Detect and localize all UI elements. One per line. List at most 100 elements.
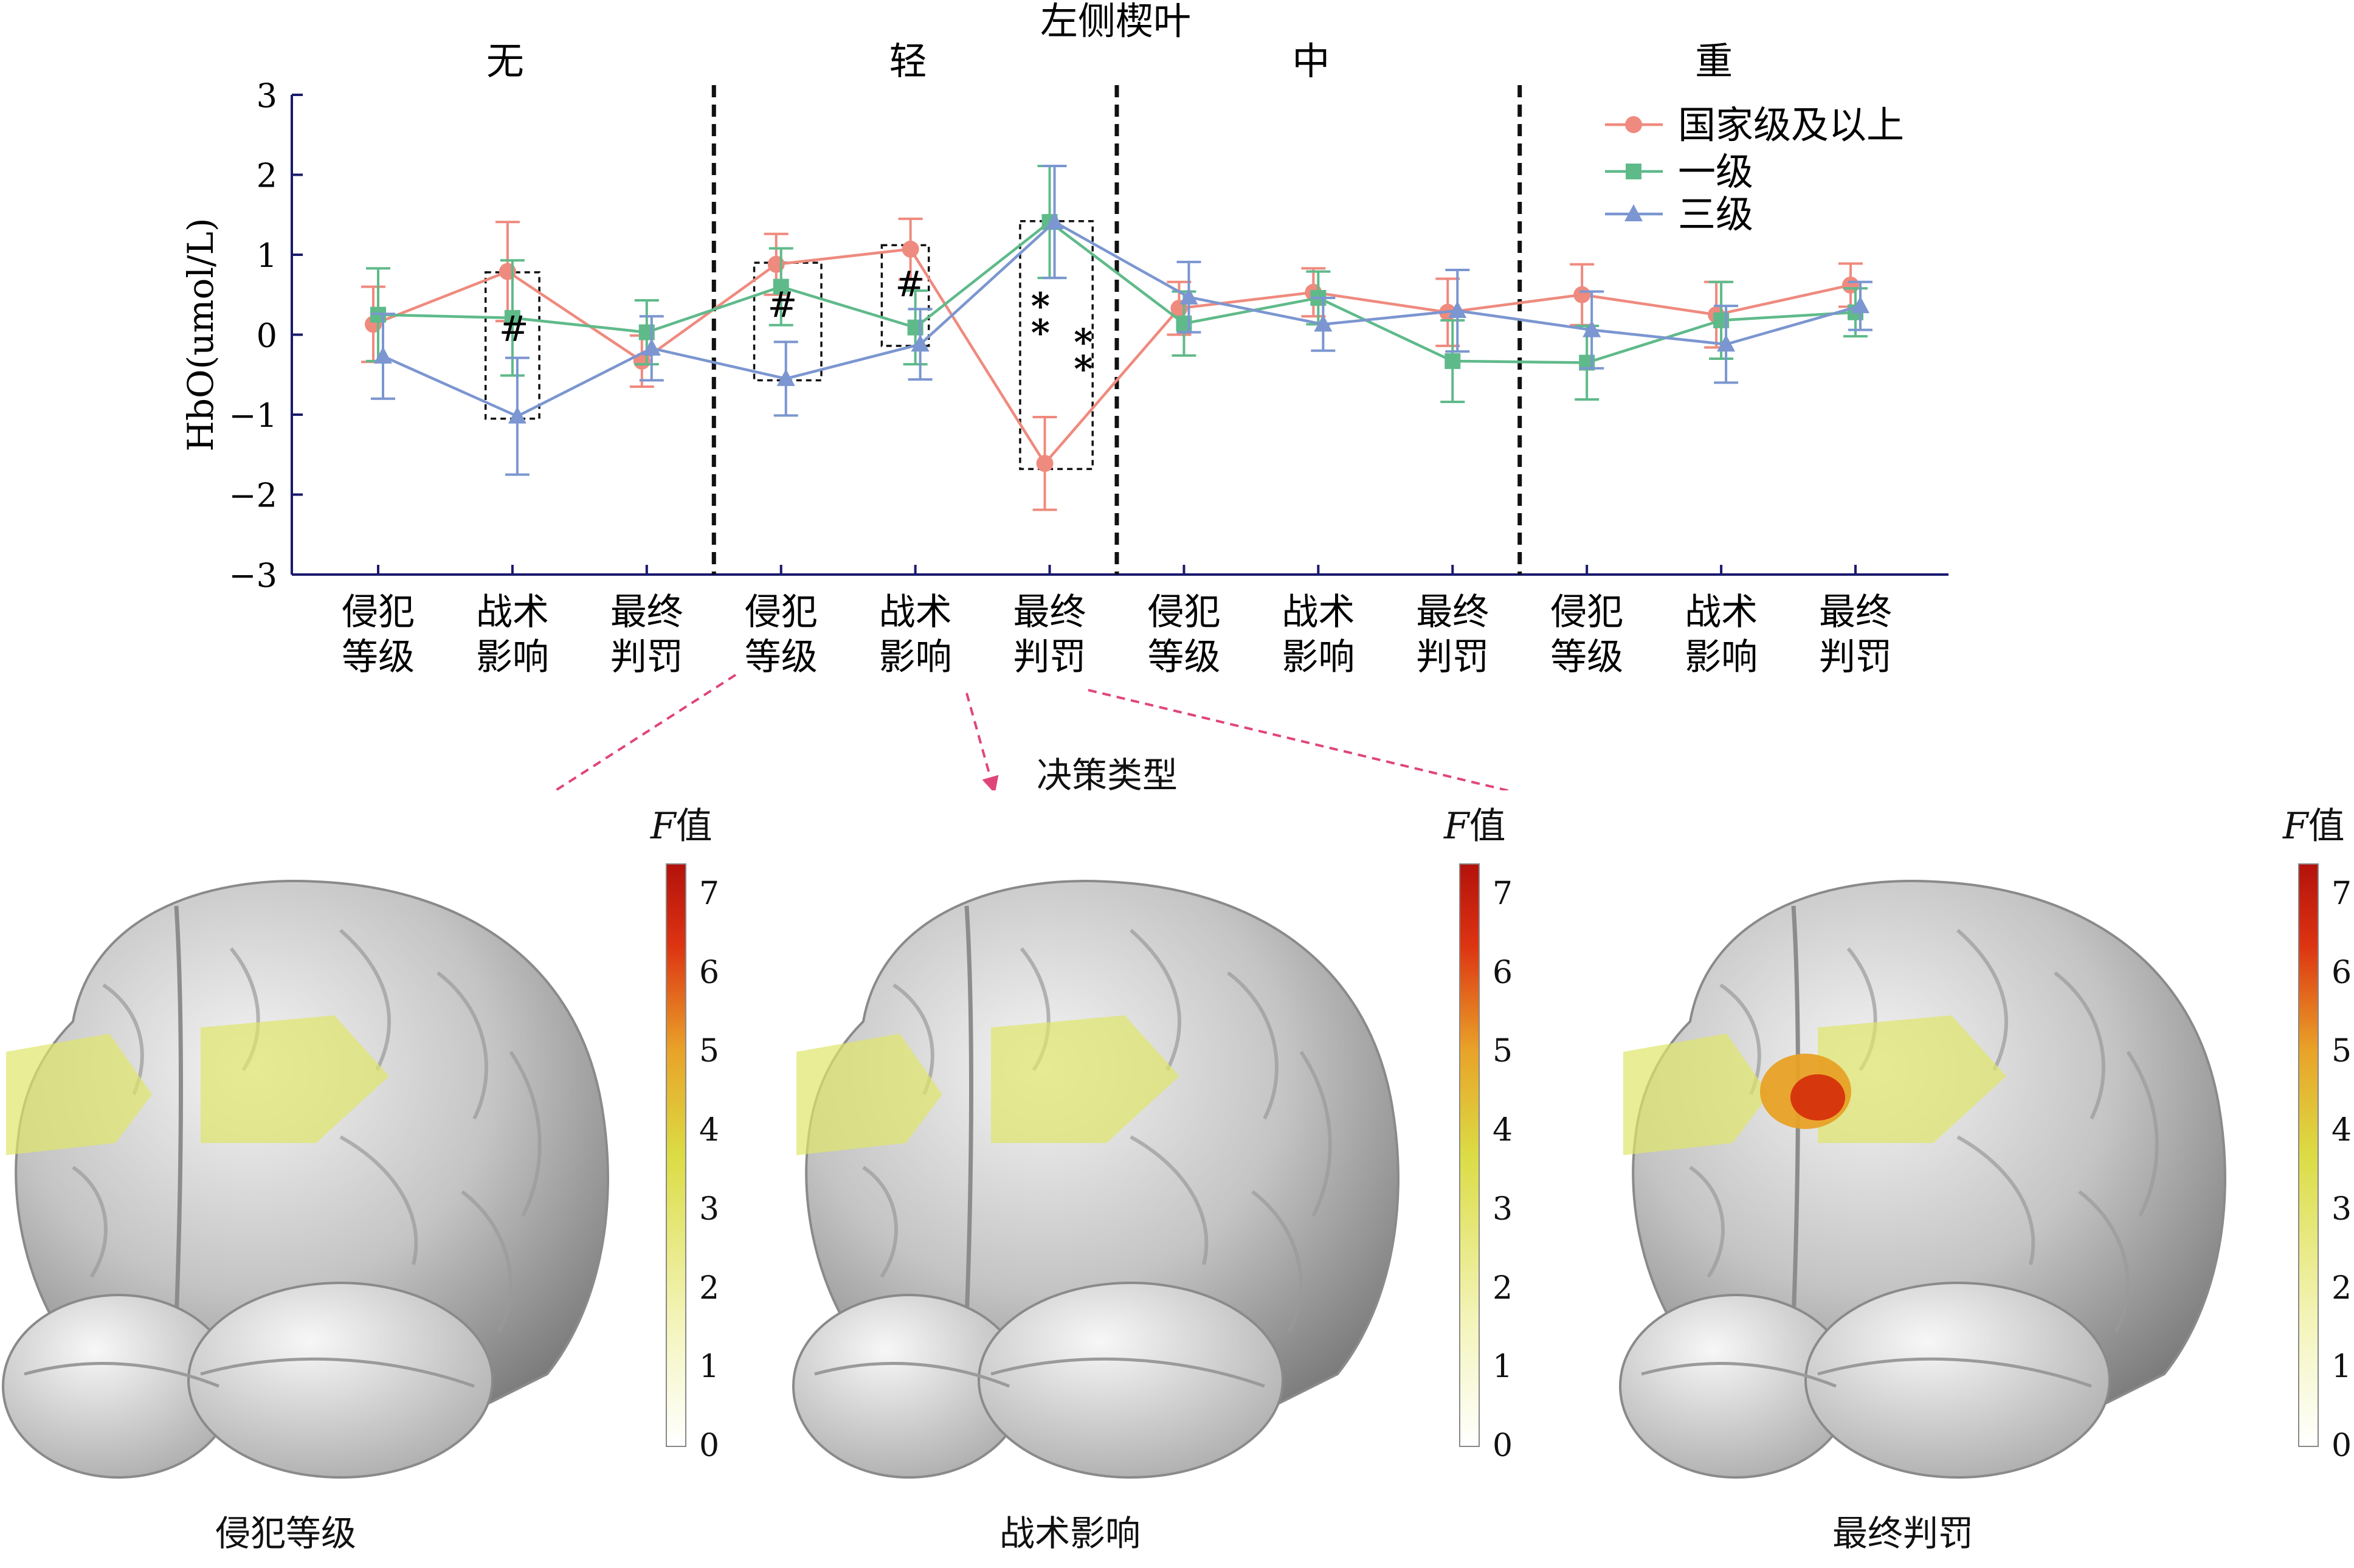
colorbar-tick-label: 5 (2332, 1033, 2352, 1070)
legend-label: 国家级及以上 (1678, 103, 1904, 147)
significance-box (1019, 220, 1094, 471)
legend-label: 三级 (1678, 192, 1753, 237)
group-label: 重 (1695, 39, 1733, 83)
brain-render (1619, 880, 2226, 1479)
significance-mark: * (1031, 312, 1050, 354)
colorbar-tick-label: 2 (1493, 1269, 1513, 1307)
colorbar-title: F值 (1444, 796, 1506, 849)
brain-caption: 最终判罚 (1832, 1513, 1973, 1554)
colorbar-title-suffix: 值 (675, 805, 713, 848)
data-point (902, 240, 919, 258)
colorbar-tick-label: 2 (699, 1269, 720, 1307)
data-point (1179, 287, 1198, 305)
data-point (1583, 320, 1601, 337)
x-tick-label: 最终 (610, 591, 683, 634)
legend-marker (1625, 116, 1642, 133)
data-point (1045, 212, 1064, 230)
significance-mark: # (896, 263, 925, 305)
colorbar-title-variable: F (651, 805, 676, 848)
colorbar (666, 863, 686, 1447)
y-tick-label: 0 (257, 317, 277, 355)
y-tick-label: −3 (229, 556, 277, 595)
data-point (773, 278, 789, 295)
colorbar-tick-label: 7 (2332, 875, 2352, 912)
data-point (508, 406, 526, 424)
colorbar-tick-label: 1 (699, 1349, 720, 1386)
colorbar-title: F值 (2283, 796, 2345, 849)
y-tick-label: 3 (257, 77, 277, 115)
colorbar-tick-label: 5 (1493, 1033, 1513, 1070)
brain-caption: 战术影响 (999, 1513, 1141, 1554)
subtitle-decision-type: 决策类型 (1037, 755, 1178, 796)
brain-caption: 侵犯等级 (215, 1513, 356, 1554)
data-point (776, 368, 795, 386)
colorbar (1459, 863, 1480, 1447)
y-tick-label: 2 (257, 157, 277, 195)
x-tick-label: 战术 (879, 591, 952, 634)
x-tick-label: 判罚 (610, 636, 683, 679)
data-point (911, 334, 930, 352)
legend-marker (1624, 204, 1643, 221)
colorbar-tick-label: 0 (1493, 1428, 1513, 1464)
series-line-2 (378, 220, 1856, 364)
brain-panel (0, 851, 657, 1496)
decision-arrow (553, 674, 737, 790)
x-tick-label: 影响 (1685, 636, 1758, 679)
hbo-line-chart: 3 2 1 0 −1 −2 −3 HbO(umol/L) 侵犯等级 战术影响 最终判罚 侵犯等级 战术影… (180, 0, 1948, 790)
colorbar-tick-label: 4 (1493, 1112, 1513, 1149)
x-tick-label: 最终 (1416, 591, 1489, 634)
y-axis-label: HbO(umol/L) (180, 218, 221, 451)
decision-arrow (1088, 689, 1513, 790)
series-line-3 (382, 220, 1861, 418)
x-tick-label: 等级 (745, 636, 818, 679)
colorbar-tick-label: 6 (699, 954, 720, 991)
brain-render (2, 880, 609, 1479)
x-tick-label: 侵犯 (342, 591, 415, 634)
y-tick-label: 1 (257, 237, 277, 275)
data-point (1448, 301, 1467, 319)
data-point (642, 338, 661, 356)
data-point (1717, 334, 1736, 352)
group-label: 轻 (889, 39, 927, 83)
x-tick-label: 影响 (476, 636, 549, 679)
y-tick-label: −2 (229, 477, 277, 515)
significance-mark: * (1031, 285, 1050, 328)
x-tick-label: 等级 (1147, 636, 1220, 679)
x-tick-label: 判罚 (1819, 636, 1892, 679)
colorbar-tick-label: 7 (699, 875, 720, 912)
colorbar-tick-label: 6 (2332, 954, 2352, 991)
data-point (374, 347, 392, 364)
data-point (504, 309, 520, 326)
data-point (1444, 353, 1461, 369)
x-tick-label: 判罚 (1013, 636, 1086, 679)
x-tick-label: 战术 (1282, 591, 1355, 634)
x-tick-label: 影响 (879, 636, 952, 679)
x-tick-label: 判罚 (1416, 636, 1489, 679)
data-point (1573, 286, 1591, 303)
decision-arrow (965, 692, 999, 790)
colorbar-tick-label: 4 (699, 1112, 720, 1149)
colorbar-title-variable: F (1444, 805, 1469, 848)
colorbar-tick-label: 7 (1493, 875, 1513, 912)
x-tick-label: 侵犯 (1147, 591, 1220, 634)
data-point (1851, 296, 1869, 314)
brain-render (792, 880, 1400, 1479)
colorbar-tick-label: 3 (1493, 1190, 1513, 1228)
colorbar-title-variable: F (2283, 805, 2308, 848)
significance-mark: * (1074, 321, 1092, 364)
significance-mark: # (499, 308, 529, 350)
legend-label: 一级 (1678, 150, 1753, 194)
brain-panel (1617, 851, 2274, 1496)
colorbar-tick-label: 1 (1493, 1349, 1513, 1386)
colorbar (2298, 863, 2319, 1447)
x-tick-label: 侵犯 (745, 591, 818, 634)
brain-panel (790, 851, 1447, 1496)
colorbar-tick-label: 3 (699, 1190, 720, 1228)
significance-mark: * (1074, 348, 1092, 390)
x-tick-label: 最终 (1819, 591, 1892, 634)
colorbar-tick-label: 3 (2332, 1190, 2352, 1228)
series-line-1 (373, 247, 1851, 466)
colorbar-title-suffix: 值 (2308, 805, 2345, 848)
chart-title: 左侧楔叶 (1040, 0, 1191, 43)
colorbar-title: F值 (651, 796, 713, 849)
